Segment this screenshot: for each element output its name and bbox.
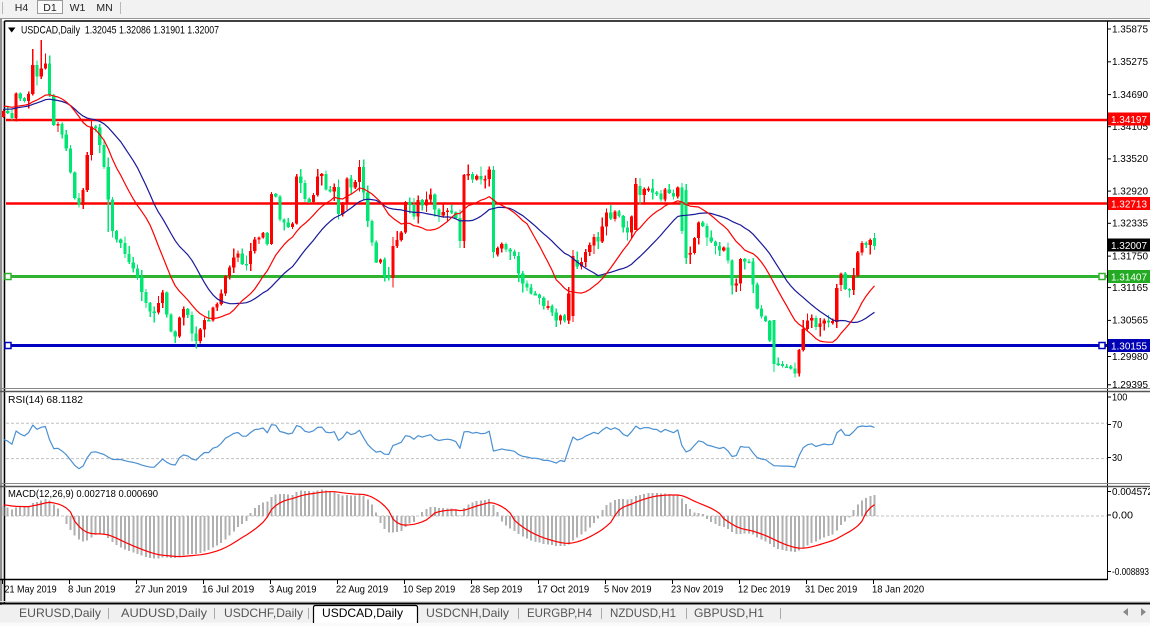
svg-text:1.32335: 1.32335 bbox=[1112, 219, 1148, 230]
svg-text:EURUSD,Daily: EURUSD,Daily bbox=[19, 606, 101, 620]
svg-text:NZDUSD,H1: NZDUSD,H1 bbox=[610, 606, 676, 620]
svg-text:12 Dec 2019: 12 Dec 2019 bbox=[738, 585, 790, 596]
svg-text:1.35875: 1.35875 bbox=[1112, 24, 1148, 35]
svg-text:27 Jun 2019: 27 Jun 2019 bbox=[135, 585, 187, 596]
svg-text:100: 100 bbox=[1112, 392, 1128, 403]
svg-text:1.30565: 1.30565 bbox=[1112, 316, 1148, 327]
svg-text:0.00: 0.00 bbox=[1112, 510, 1133, 521]
svg-text:10 Sep 2019: 10 Sep 2019 bbox=[403, 585, 455, 596]
svg-text:RSI(14) 68.1182: RSI(14) 68.1182 bbox=[8, 394, 83, 406]
svg-text:1.35275: 1.35275 bbox=[1112, 57, 1148, 68]
svg-text:0.004572: 0.004572 bbox=[1112, 487, 1150, 498]
svg-text:1.34197: 1.34197 bbox=[1111, 115, 1147, 126]
svg-text:W1: W1 bbox=[70, 2, 86, 14]
svg-text:23 Nov 2019: 23 Nov 2019 bbox=[671, 585, 723, 596]
svg-text:-0.008893: -0.008893 bbox=[1112, 567, 1149, 578]
svg-text:USDCHF,Daily: USDCHF,Daily bbox=[224, 606, 303, 620]
svg-text:D1: D1 bbox=[43, 2, 57, 14]
svg-text:16 Jul 2019: 16 Jul 2019 bbox=[202, 585, 254, 596]
svg-text:1.34690: 1.34690 bbox=[1112, 90, 1148, 101]
svg-text:AUDUSD,Daily: AUDUSD,Daily bbox=[121, 606, 207, 620]
svg-text:70: 70 bbox=[1112, 420, 1122, 431]
svg-text:H4: H4 bbox=[15, 2, 29, 14]
svg-text:1.33520: 1.33520 bbox=[1112, 154, 1148, 165]
svg-text:28 Sep 2019: 28 Sep 2019 bbox=[470, 585, 522, 596]
svg-text:21 May 2019: 21 May 2019 bbox=[5, 585, 57, 596]
svg-text:1.29980: 1.29980 bbox=[1112, 352, 1148, 363]
svg-text:8 Jun 2019: 8 Jun 2019 bbox=[68, 585, 116, 596]
svg-text:GBPUSD,H1: GBPUSD,H1 bbox=[694, 606, 764, 620]
svg-text:USDCAD,Daily: USDCAD,Daily bbox=[322, 606, 403, 620]
svg-text:1.34105: 1.34105 bbox=[1112, 122, 1148, 133]
svg-text:MN: MN bbox=[96, 2, 112, 14]
svg-text:1.30155: 1.30155 bbox=[1111, 341, 1147, 352]
svg-text:1.32713: 1.32713 bbox=[1111, 199, 1147, 210]
svg-text:1.31165: 1.31165 bbox=[1112, 283, 1148, 294]
svg-text:18 Jan 2020: 18 Jan 2020 bbox=[872, 585, 924, 596]
svg-text:1.32920: 1.32920 bbox=[1112, 186, 1148, 197]
svg-text:17 Oct 2019: 17 Oct 2019 bbox=[537, 585, 589, 596]
svg-text:31 Dec 2019: 31 Dec 2019 bbox=[805, 585, 857, 596]
svg-text:22 Aug 2019: 22 Aug 2019 bbox=[336, 585, 388, 596]
svg-text:MACD(12,26,9) 0.002718 0.00069: MACD(12,26,9) 0.002718 0.000690 bbox=[8, 488, 158, 500]
svg-text:1.31750: 1.31750 bbox=[1112, 251, 1148, 262]
svg-text:3 Aug 2019: 3 Aug 2019 bbox=[269, 585, 317, 596]
svg-text:1.29395: 1.29395 bbox=[1112, 380, 1148, 391]
svg-text:30: 30 bbox=[1112, 453, 1122, 464]
svg-text:5 Nov 2019: 5 Nov 2019 bbox=[604, 585, 652, 596]
svg-text:1.31407: 1.31407 bbox=[1111, 272, 1147, 283]
svg-text:USDCAD,Daily 1.32045 1.32086: USDCAD,Daily 1.32045 1.32086 1.31901 1.3… bbox=[21, 25, 219, 37]
svg-text:EURGBP,H4: EURGBP,H4 bbox=[527, 606, 592, 620]
svg-text:1.32007: 1.32007 bbox=[1111, 241, 1147, 252]
svg-text:USDCNH,Daily: USDCNH,Daily bbox=[426, 606, 509, 620]
